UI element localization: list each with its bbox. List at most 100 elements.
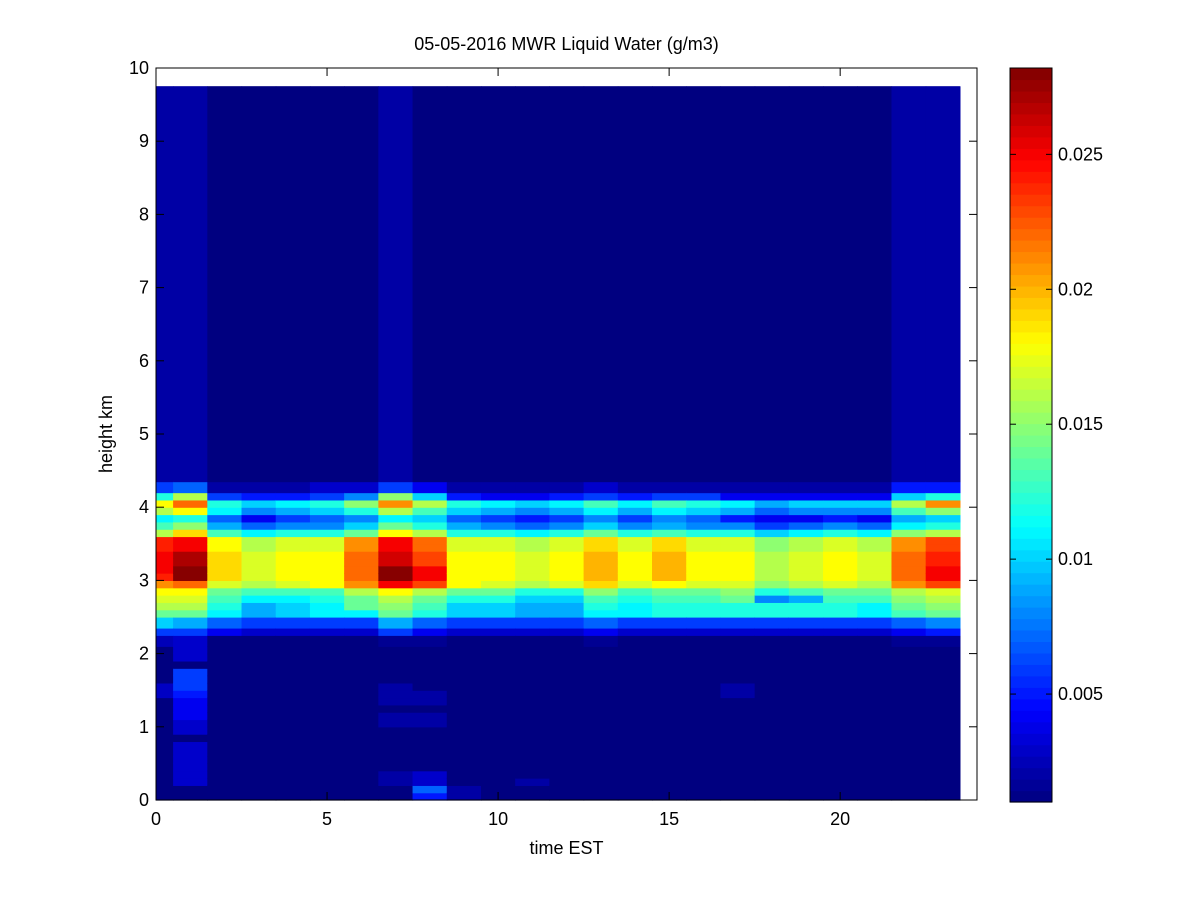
heatmap-cell [686,726,722,735]
heatmap-cell [754,748,790,757]
colorbar-swatch [1010,526,1052,539]
heatmap-cell [207,668,243,677]
heatmap-cell [652,675,687,684]
heatmap-cell [891,481,927,494]
heatmap-cell [173,653,208,662]
heatmap-cell [241,481,277,494]
heatmap-cell [412,770,448,779]
heatmap-cell [309,86,345,483]
heatmap-cell [925,675,961,684]
heatmap-cell [156,609,174,618]
colorbar-swatch [1010,675,1052,688]
heatmap-cell [275,617,311,629]
heatmap-cell [515,690,550,699]
heatmap-cell [583,635,619,647]
heatmap-cell [207,675,243,684]
y-tick-label: 6 [139,351,149,371]
heatmap-cell [173,770,208,779]
heatmap-cell [156,741,174,750]
heatmap-cell [275,565,311,574]
heatmap-cell [412,675,448,684]
heatmap-cell [788,756,824,764]
heatmap-cell [583,719,619,728]
heatmap-cell [823,682,858,691]
heatmap-cell [446,770,482,779]
heatmap-cell [583,627,619,636]
heatmap-cell [156,86,174,483]
heatmap-cell [207,778,243,786]
heatmap-cell [309,565,345,574]
heatmap-cell [652,697,687,706]
colorbar-swatch [1010,549,1052,562]
heatmap-cell [241,778,277,786]
heatmap-cell [309,492,345,501]
heatmap-cell [173,86,208,483]
heatmap-cell [241,697,277,706]
heatmap-cell [515,543,550,552]
heatmap-cell [788,741,824,750]
heatmap-cell [925,778,961,786]
heatmap-cell [925,499,961,508]
heatmap-cell [652,565,687,574]
colorbar-swatch [1010,148,1052,161]
colorbar-swatch [1010,90,1052,104]
heatmap-cell [344,536,379,545]
heatmap-cell [583,690,619,699]
heatmap-cell [207,514,243,523]
heatmap-cell [173,778,208,786]
heatmap-cell [378,507,414,516]
heatmap-cell [173,646,208,655]
heatmap-cell [378,770,414,779]
colorbar-swatch [1010,68,1052,81]
heatmap-cell [378,587,414,596]
heatmap-cell [652,609,687,618]
heatmap-cell [173,565,208,574]
heatmap-cell [583,536,619,545]
heatmap-cell [652,86,687,483]
heatmap-cell [156,734,174,743]
y-tick-label: 4 [139,497,149,517]
colorbar-swatch [1010,412,1052,425]
heatmap-cell [549,726,585,735]
heatmap-cell [891,748,927,757]
colorbar-swatch [1010,652,1052,665]
colorbar-swatch [1010,354,1052,367]
heatmap-cell [309,756,345,764]
heatmap-cell [652,543,687,552]
heatmap-cell [275,741,311,750]
heatmap-cell [275,635,311,647]
heatmap-cell [617,507,653,516]
heatmap-cell [275,595,311,603]
heatmap-cell [207,763,243,772]
heatmap-cell [241,785,277,794]
heatmap-cell [925,536,961,545]
heatmap-cell [173,660,208,669]
heatmap-cell [788,514,824,523]
heatmap-cell [754,675,790,684]
heatmap-cell [378,565,414,574]
heatmap-cell [583,668,619,677]
heatmap-cell [480,481,516,494]
heatmap-cell [156,481,174,494]
heatmap-cell [207,770,243,779]
heatmap-cell [156,785,174,794]
heatmap-cell [241,529,277,538]
heatmap-cell [686,536,722,545]
colorbar-swatch [1010,240,1052,253]
heatmap-cell [412,660,448,669]
heatmap-cell [207,617,243,629]
heatmap-cell [857,529,893,538]
heatmap-cell [617,719,653,728]
heatmap-cell [412,756,448,764]
heatmap-cell [857,580,893,589]
heatmap-cell [754,514,790,523]
colorbar-tick-label: 0.01 [1058,549,1093,569]
heatmap-cell [549,697,585,706]
heatmap-cell [275,697,311,706]
heatmap-cell [207,734,243,743]
heatmap-cell [891,543,927,552]
heatmap-cell [652,770,687,779]
heatmap-cell [446,602,482,611]
colorbar-swatch [1010,343,1052,356]
heatmap-cell [549,617,585,629]
